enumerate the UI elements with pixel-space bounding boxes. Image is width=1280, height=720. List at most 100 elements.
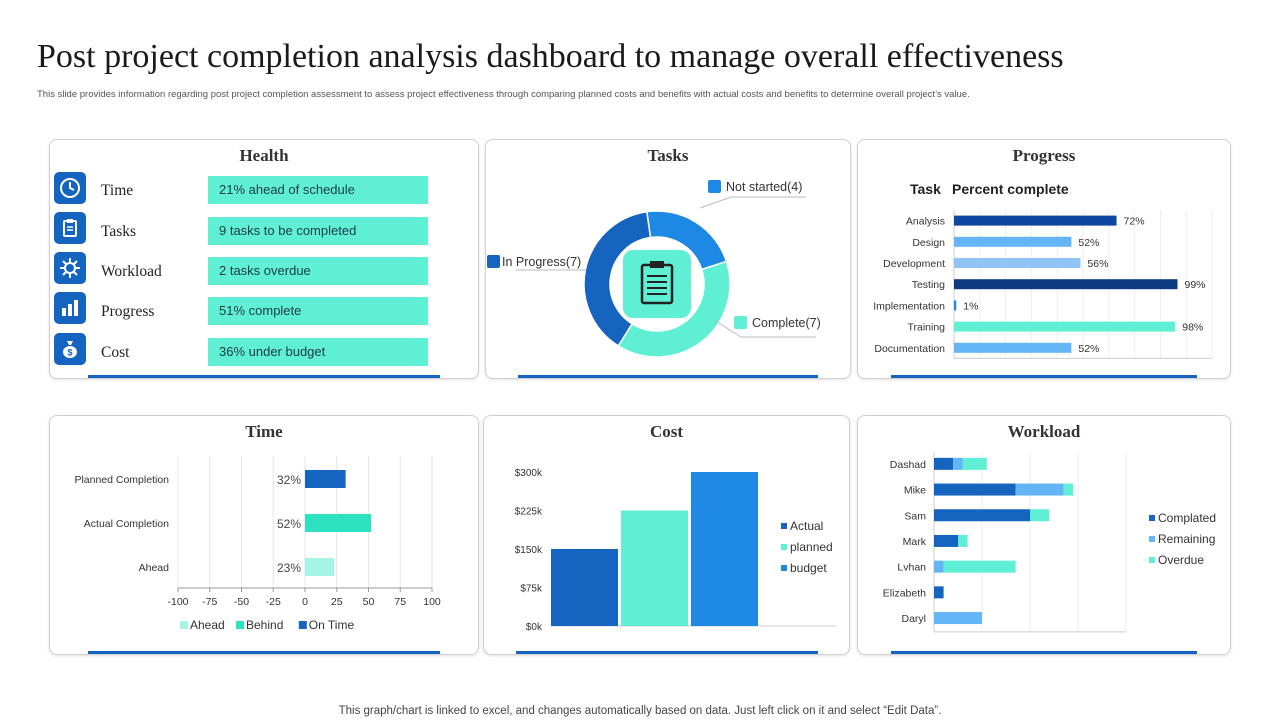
progress-category-label: Testing: [912, 279, 945, 291]
time-category-label: Actual Completion: [84, 518, 169, 530]
progress-value-label: 99%: [1184, 279, 1205, 291]
donut-slice-in-progress: [583, 210, 652, 347]
clipboard-icon: [54, 212, 86, 244]
progress-bar-documentation: [954, 342, 1072, 353]
time-card: Time -100 -75 -50 -25 0 25 50 75 100 Planned Com…: [49, 415, 479, 655]
progress-category-label: Implementation: [873, 300, 945, 312]
donut-slice-complete: [617, 260, 731, 358]
workload-title: Workload: [1007, 422, 1081, 441]
legend-swatch-in-progress: [487, 255, 500, 268]
tasks-title: Tasks: [647, 146, 689, 165]
health-label-time: Time: [101, 182, 134, 199]
health-value-cost: 36% under budget: [208, 338, 428, 366]
legend-swatch-overdue: [1149, 557, 1155, 563]
bar-chart-icon: [54, 292, 86, 324]
x-tick-label: 100: [423, 596, 441, 608]
legend-swatch-complated: [1149, 515, 1155, 521]
y-tick-label: $225k: [515, 507, 543, 518]
health-label-cost: Cost: [101, 344, 130, 361]
leader-line-complete: [713, 319, 816, 338]
label-not-started: Not started(4): [726, 180, 802, 194]
cost-bar-budget: [691, 472, 758, 626]
legend-label-behind: Behind: [246, 618, 283, 632]
progress-category-label: Training: [907, 322, 945, 334]
workload-bar-mark-complated: [934, 534, 958, 547]
cost-bar-planned: [621, 510, 688, 626]
health-card: Health Time 21% ahead of schedule Tasks …: [49, 139, 479, 379]
legend-label-planned: planned: [790, 540, 833, 554]
health-label-progress: Progress: [101, 303, 155, 320]
card-accent-bar: [516, 651, 818, 654]
progress-bar-chart: Task Percent complete Analysis 72% Design 5…: [873, 181, 1213, 359]
legend-swatch-actual: [781, 523, 787, 529]
progress-bar-design: [954, 236, 1072, 247]
time-bar-ahead: [305, 558, 335, 576]
progress-header-percent: Percent complete: [952, 181, 1069, 197]
time-category-label: Ahead: [139, 562, 170, 574]
clock-icon: [54, 172, 86, 204]
workload-card: Workload Dashad Mike Sam Mark Lvhan Elizabeth…: [857, 415, 1231, 655]
x-tick-label: 50: [363, 596, 375, 608]
workload-bar-mike-overdue: [1063, 483, 1074, 496]
health-value-time: 21% ahead of schedule: [208, 176, 428, 204]
legend-label-overdue: Overdue: [1158, 553, 1204, 567]
progress-card: Progress Task Percent complete Analysis 7…: [857, 139, 1231, 379]
progress-category-label: Development: [883, 258, 945, 270]
legend-label-complated: Complated: [1158, 511, 1216, 525]
workload-category-label: Dashad: [890, 459, 926, 471]
x-tick-label: -75: [202, 596, 217, 608]
cost-title: Cost: [649, 422, 684, 441]
tasks-card: Tasks Not started(4) In Progress(7) Comp…: [485, 139, 851, 379]
progress-bar-testing: [954, 279, 1178, 290]
workload-bar-mark-overdue: [958, 534, 968, 547]
leader-line-not-started: [699, 196, 806, 209]
card-accent-bar: [518, 375, 818, 378]
legend-swatch-remaining: [1149, 536, 1155, 542]
progress-value-label: 52%: [1078, 343, 1099, 355]
time-value-label: 52%: [277, 517, 301, 531]
health-value-workload: 2 tasks overdue: [208, 257, 428, 285]
workload-bar-dashad-complated: [934, 457, 954, 470]
progress-category-label: Documentation: [874, 343, 945, 355]
legend-label-on-time: On Time: [309, 618, 355, 632]
progress-bar-training: [954, 321, 1176, 332]
workload-category-label: Sam: [904, 510, 926, 522]
card-accent-bar: [88, 375, 440, 378]
progress-bar-analysis: [954, 215, 1117, 226]
workload-bar-dashad-overdue: [962, 457, 987, 470]
legend-swatch-budget: [781, 565, 787, 571]
label-complete: Complete(7): [752, 316, 821, 330]
label-in-progress: In Progress(7): [502, 255, 581, 269]
workload-category-label: Elizabeth: [883, 587, 926, 599]
time-bar-chart: -100 -75 -50 -25 0 25 50 75 100 Planned Completi…: [74, 456, 441, 632]
legend-swatch-not-started: [708, 180, 721, 193]
x-tick-label: 75: [394, 596, 406, 608]
progress-category-label: Design: [912, 237, 945, 249]
legend-swatch-ahead: [180, 621, 188, 629]
time-bar-planned-completion: [305, 470, 346, 488]
cost-card: Cost $0k $75k $150k $225k $300k Actual planne…: [483, 415, 850, 655]
workload-category-label: Daryl: [901, 613, 926, 625]
y-tick-label: $75k: [520, 584, 543, 595]
workload-category-label: Mike: [904, 485, 926, 497]
health-label-tasks: Tasks: [101, 223, 137, 240]
time-value-label: 23%: [277, 561, 301, 575]
legend-label-remaining: Remaining: [1158, 532, 1215, 546]
workload-bar-mike-complated: [934, 483, 1016, 496]
y-tick-label: $150k: [515, 545, 543, 556]
health-value-tasks: 9 tasks to be completed: [208, 217, 428, 245]
time-title: Time: [245, 422, 283, 441]
card-accent-bar: [891, 375, 1197, 378]
x-tick-label: 25: [331, 596, 343, 608]
progress-title: Progress: [1012, 146, 1076, 165]
legend-label-actual: Actual: [790, 519, 823, 533]
clipboard-icon: [640, 261, 674, 305]
progress-value-label: 56%: [1087, 258, 1108, 270]
legend-swatch-planned: [781, 544, 787, 550]
progress-value-label: 52%: [1078, 237, 1099, 249]
workload-bar-sam-overdue: [1030, 509, 1050, 522]
workload-bar-daryl-remaining: [934, 612, 982, 625]
y-tick-label: $300k: [515, 468, 543, 479]
tasks-center-badge: [623, 250, 691, 318]
health-value-progress: 51% complete: [208, 297, 428, 325]
